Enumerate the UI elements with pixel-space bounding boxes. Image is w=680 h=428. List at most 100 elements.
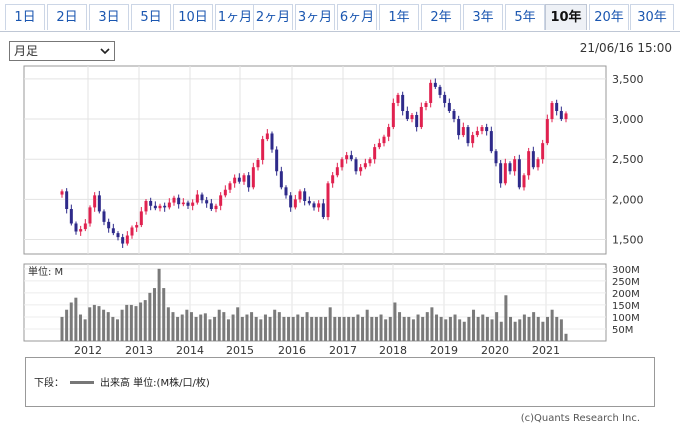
volume-bar [226,319,230,341]
volume-bar [296,314,300,341]
volume-bar [522,314,526,341]
volume-bar [365,309,369,341]
volume-bar [203,313,207,341]
candle-body [65,191,69,210]
candle-body [335,167,339,176]
x-tick-label: 2018 [379,344,407,357]
volume-bar [120,309,124,341]
tab-11[interactable]: 3年 [463,4,503,30]
candle-body [326,183,330,218]
tab-9[interactable]: 1年 [379,4,419,30]
volume-tick-label: 50M [612,325,633,336]
x-tick-label: 2013 [125,344,153,357]
candle-body [74,223,78,232]
volume-bar [314,316,318,341]
candle-body [130,227,134,236]
candle-body [508,163,512,172]
candle-body [522,175,526,188]
tab-10[interactable]: 2年 [421,4,461,30]
candle-body [60,191,64,195]
volume-bar [467,316,471,341]
volume-bar [370,316,374,341]
candle-body [349,155,353,160]
volume-bar [555,316,559,341]
tab-0[interactable]: 1日 [5,4,45,30]
volume-bar [277,312,281,341]
candle-body [200,194,204,201]
candle-body [167,202,171,208]
volume-bar [263,314,267,341]
last-updated-time: 21/06/16 15:00 [579,41,672,55]
volume-bar [250,312,254,341]
tab-13[interactable]: 10年 [545,4,587,30]
volume-bar [495,312,499,341]
candle-body [205,200,209,204]
candle-body [79,229,83,232]
x-tick-label: 2021 [532,344,560,357]
legend-volume-label: 出来高 単位:(M株/口/枚) [100,378,210,389]
volume-bar [337,316,341,341]
volume-bar [143,300,147,341]
volume-bar [180,314,184,341]
volume-unit-label: 単位: M [28,265,63,278]
period-select-value: 月足 [14,44,39,58]
volume-bar [78,314,82,341]
x-tick-label: 2015 [226,344,254,357]
tab-5[interactable]: 1ヶ月 [215,4,255,30]
volume-bar [458,319,462,341]
volume-bar [115,319,119,341]
candle-body [275,149,279,172]
candle-body [443,94,447,103]
volume-bar [102,309,106,341]
tab-6[interactable]: 2ヶ月 [253,4,293,30]
candle-body [177,197,181,205]
tab-15[interactable]: 30年 [630,4,674,30]
candle-body [163,205,167,208]
volume-bar [513,321,517,341]
volume-bar [356,314,360,341]
volume-bar [398,312,402,341]
candle-period-select[interactable]: 月足 [9,41,115,61]
volume-bar [564,333,568,341]
volume-bar [208,319,212,341]
volume-bar [217,309,221,341]
volume-tick-label: 150M [612,301,640,312]
volume-bar [416,314,420,341]
tab-1[interactable]: 2日 [47,4,87,30]
candle-body [475,131,479,136]
tab-2[interactable]: 3日 [89,4,129,30]
volume-bar [199,314,203,341]
candle-body [83,223,87,230]
candle-body [121,237,125,244]
volume-bar [402,316,406,341]
volume-tick-label: 200M [612,289,640,300]
candle-body [363,163,367,168]
tab-12[interactable]: 5年 [505,4,545,30]
candle-body [69,209,73,224]
candle-body [405,110,409,120]
candle-body [158,205,162,209]
tab-14[interactable]: 20年 [589,4,629,30]
volume-bar [300,316,304,341]
candle-body [186,202,190,206]
candle-body [536,159,540,168]
candle-body [237,177,241,182]
candle-body [102,211,106,222]
x-tick-label: 2016 [278,344,306,357]
volume-bar [157,268,161,341]
tab-4[interactable]: 10日 [173,4,213,30]
candle-body [480,127,484,132]
candle-body [307,200,311,204]
volume-bar [125,304,129,341]
volume-tick-label: 300M [612,265,640,276]
y-tick-label: 1,500 [612,234,644,247]
tab-7[interactable]: 3ヶ月 [295,4,335,30]
volume-bar [361,316,365,341]
candle-body [447,102,451,111]
volume-bar [504,295,508,341]
candle-body [410,115,414,120]
tab-3[interactable]: 5日 [131,4,171,30]
x-tick-label: 2014 [176,344,204,357]
tab-8[interactable]: 6ヶ月 [337,4,377,30]
